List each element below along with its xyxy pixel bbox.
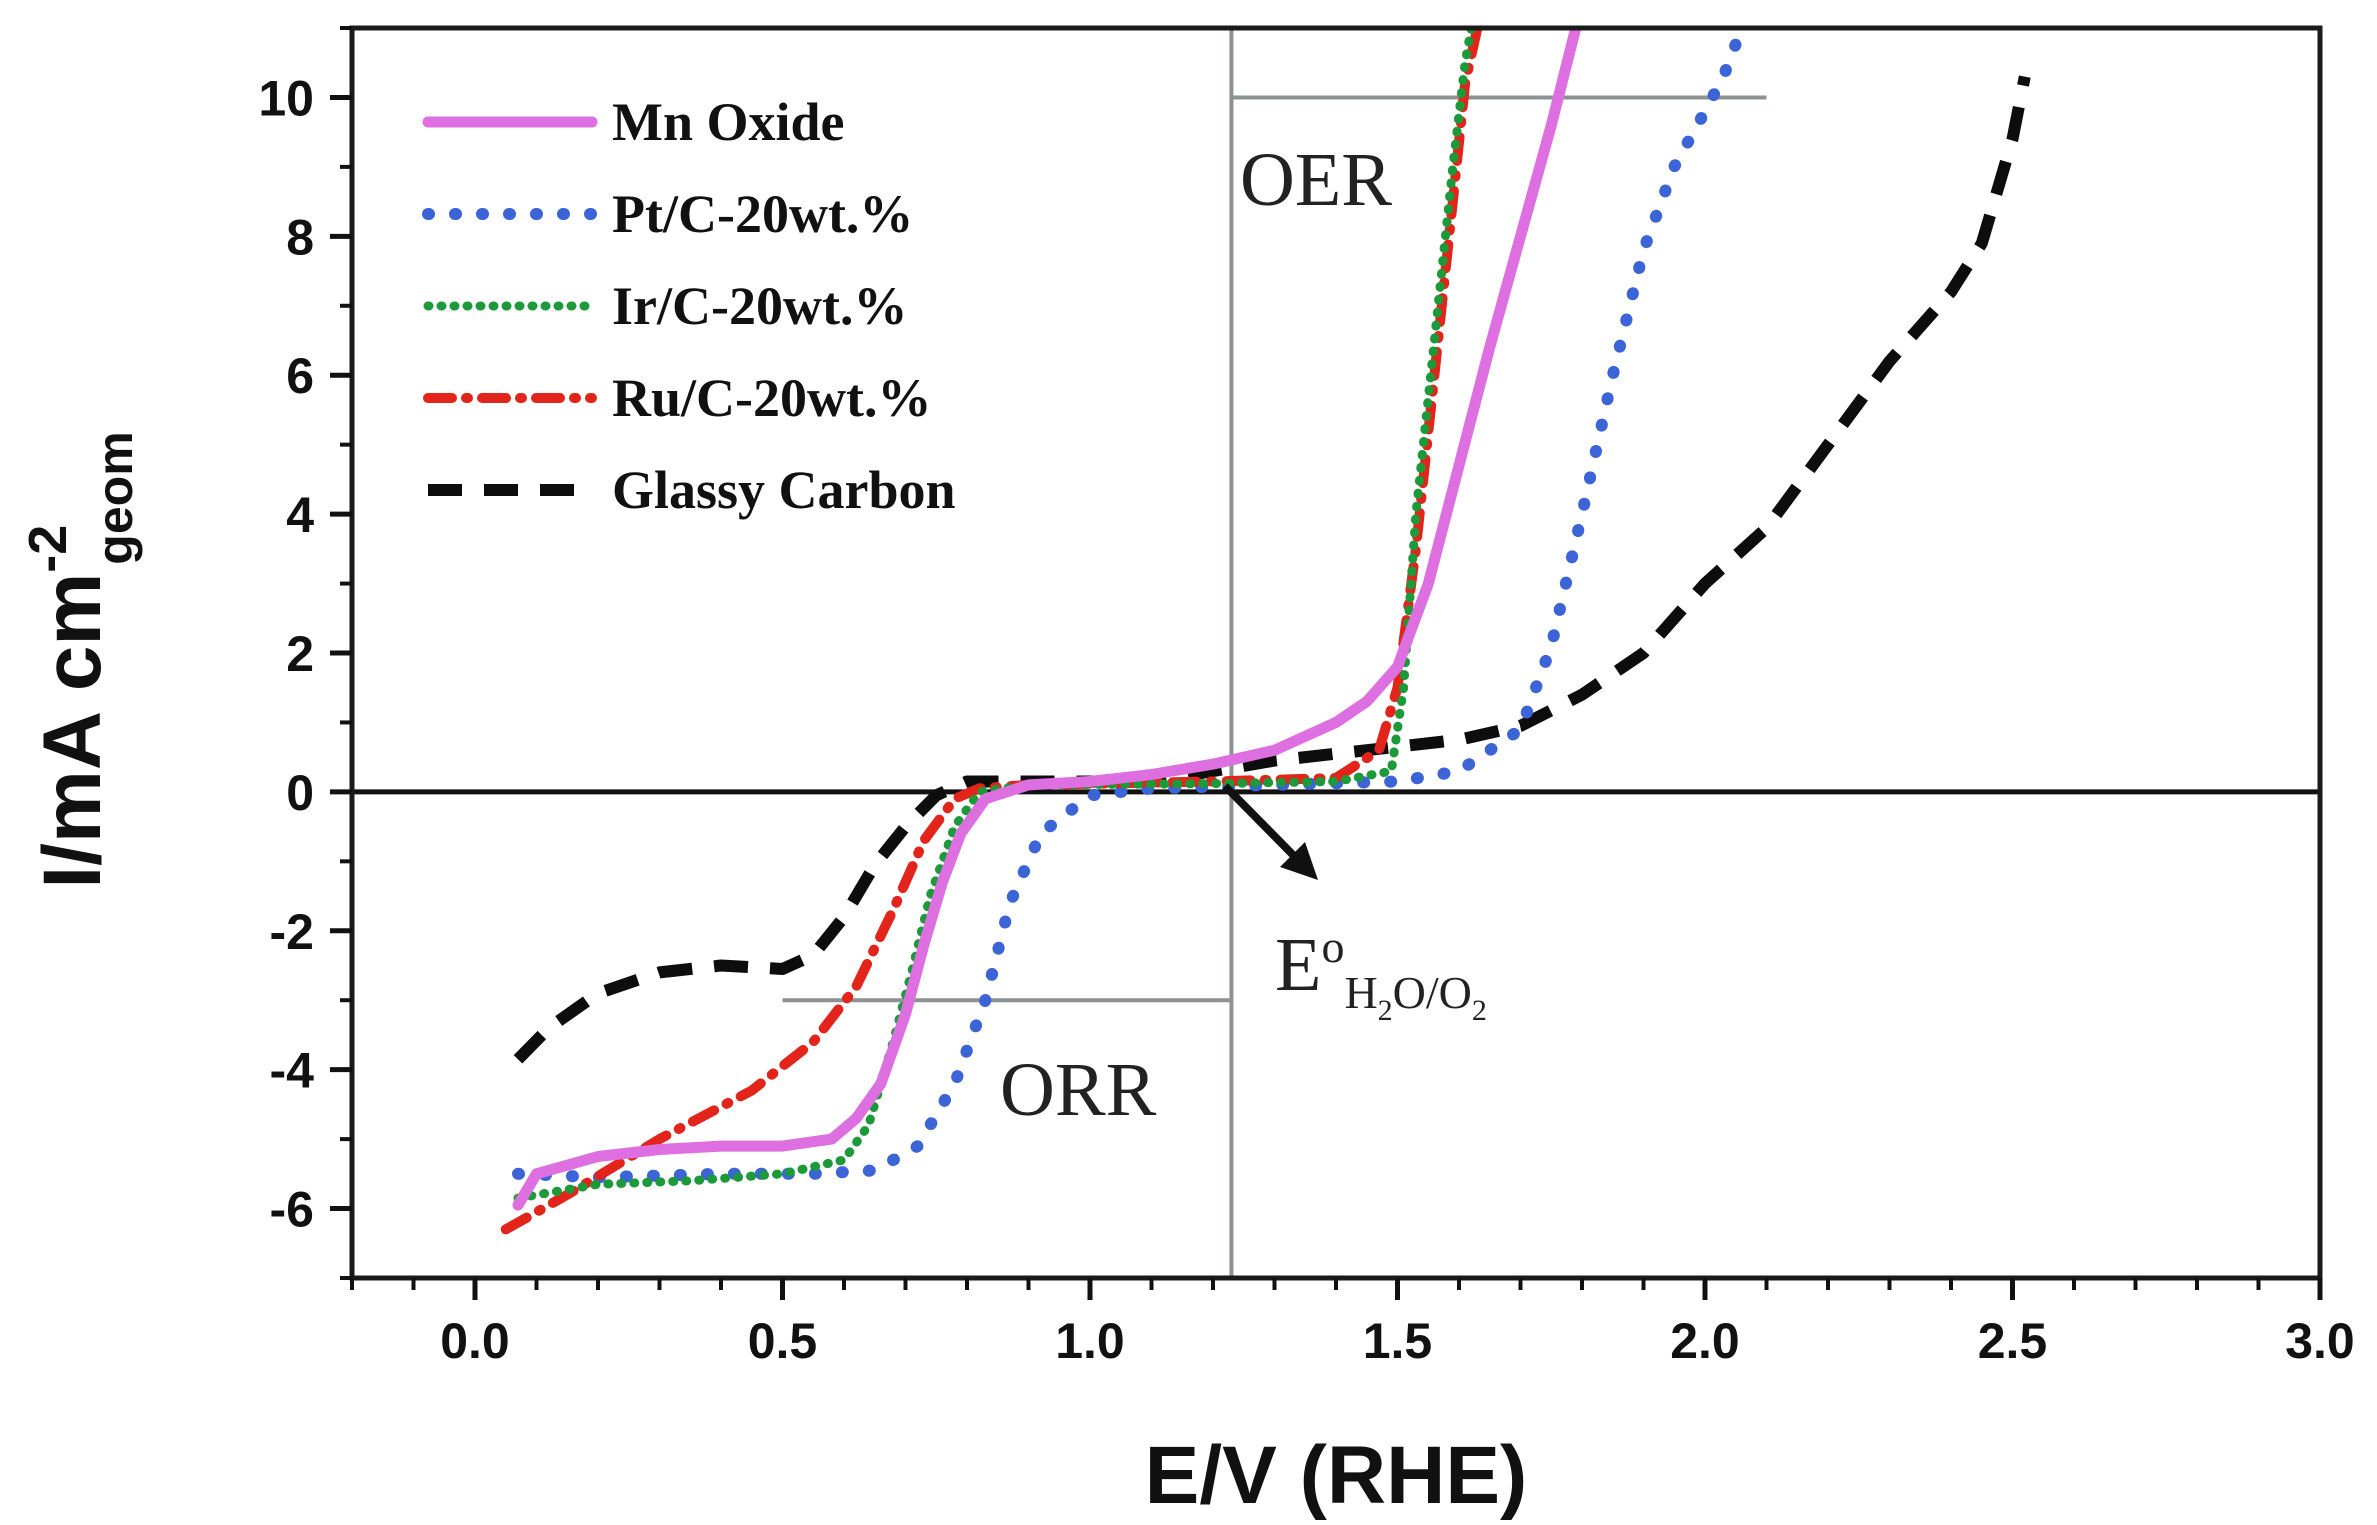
x-tick-label: 0.5 bbox=[748, 1313, 818, 1369]
y-axis-title-main: I/mA cm bbox=[27, 573, 118, 889]
equilibrium-superscript: o bbox=[1321, 921, 1344, 972]
y-tick-label: 2 bbox=[286, 626, 314, 682]
orr-label: ORR bbox=[1000, 1048, 1157, 1132]
equilibrium-letter: E bbox=[1275, 923, 1321, 1007]
reference-lines bbox=[352, 28, 2320, 1278]
y-tick-label: 10 bbox=[258, 70, 314, 126]
x-axis-title: E/V (RHE) bbox=[1145, 1430, 1528, 1521]
x-tick-label: 1.0 bbox=[1055, 1313, 1125, 1369]
y-tick-label: -4 bbox=[270, 1043, 315, 1099]
y-axis-title: I/mA cm-2 geom bbox=[18, 431, 143, 888]
legend-label: Glassy Carbon bbox=[612, 460, 956, 520]
series-line-glassy-carbon bbox=[513, 75, 2031, 1064]
equilibrium-arrow bbox=[1222, 783, 1318, 880]
legend-label: Pt/C-20wt.% bbox=[612, 184, 913, 244]
equilibrium-sub-3: O/O bbox=[1393, 967, 1472, 1018]
equilibrium-sub-2: 2 bbox=[1378, 994, 1393, 1027]
equilibrium-label: EoH2O/O2 bbox=[1275, 921, 1487, 1027]
series-line-pt-c-20wt bbox=[512, 28, 1748, 1184]
x-tick-label: 2.5 bbox=[1978, 1313, 2048, 1369]
y-tick-label: 8 bbox=[286, 209, 314, 265]
equilibrium-sub-4: 2 bbox=[1472, 994, 1487, 1027]
y-tick-label: 4 bbox=[286, 487, 314, 543]
y-tick-label: -2 bbox=[270, 904, 314, 960]
legend-label: Ru/C-20wt.% bbox=[612, 368, 932, 428]
legend-label: Mn Oxide bbox=[612, 92, 845, 152]
y-tick-label: 6 bbox=[286, 348, 314, 404]
y-tick-label: -6 bbox=[270, 1182, 314, 1238]
series-line-mn-oxide bbox=[512, 28, 1582, 1211]
ticks-layer: 0.0 0.5 1.0 1.5 2.0 2.5 3.0 -6 -4 -2 0 2 4 6 8 10 bbox=[258, 26, 2355, 1369]
x-tick-label: 1.5 bbox=[1363, 1313, 1433, 1369]
legend: Mn Oxide Pt/C-20wt.% Ir/C-20wt.% Ru/C-20wt.… bbox=[422, 92, 956, 520]
series-layer bbox=[500, 28, 2031, 1235]
equilibrium-sub-1: H bbox=[1344, 967, 1377, 1018]
y-axis-title-subscript: geom bbox=[87, 431, 143, 564]
y-axis-title-superscript: -2 bbox=[18, 525, 78, 573]
series-line-ir-c-20wt bbox=[513, 28, 1476, 1203]
y-tick-label: 0 bbox=[286, 765, 314, 821]
x-tick-label: 3.0 bbox=[2285, 1313, 2355, 1369]
oer-label: OER bbox=[1240, 138, 1392, 222]
x-tick-label: 2.0 bbox=[1670, 1313, 1740, 1369]
x-tick-label: 0.0 bbox=[440, 1313, 510, 1369]
legend-label: Ir/C-20wt.% bbox=[612, 276, 907, 336]
